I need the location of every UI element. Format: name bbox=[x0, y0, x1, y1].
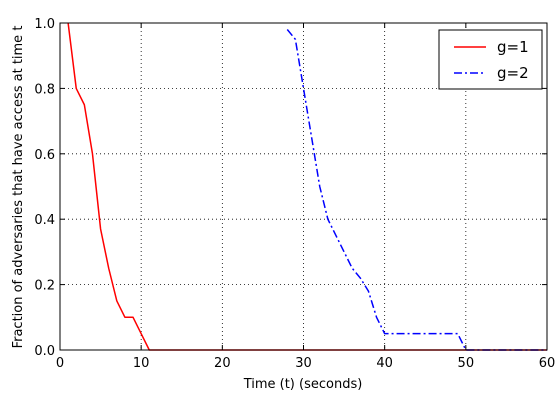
series-line-g2 bbox=[286, 29, 547, 351]
x-axis-label: Time (t) (seconds) bbox=[243, 377, 363, 392]
y-tick-label: 0.0 bbox=[34, 344, 55, 359]
y-tick-label: 0.4 bbox=[34, 213, 55, 228]
legend-box bbox=[438, 29, 543, 90]
x-tick-label: 20 bbox=[214, 356, 231, 371]
x-tick-label: 0 bbox=[56, 356, 64, 371]
y-tick-label: 0.2 bbox=[34, 279, 55, 294]
y-tick-label: 1.0 bbox=[34, 17, 55, 32]
x-tick-label: 10 bbox=[133, 356, 150, 371]
x-tick-label: 60 bbox=[539, 356, 556, 371]
y-tick-label: 0.6 bbox=[34, 148, 55, 163]
tick-labels-layer: 0 10 20 30 40 50 60 0.0 0.2 0.4 0.6 0.8 1.0 bbox=[34, 17, 555, 371]
legend-label-g1: g=1 bbox=[497, 38, 529, 56]
y-tick-label: 0.8 bbox=[34, 82, 55, 97]
y-axis-label: Fraction of adversaries that have access… bbox=[11, 26, 26, 349]
legend: g=1 g=2 bbox=[438, 29, 543, 90]
x-tick-label: 40 bbox=[376, 356, 393, 371]
legend-label-g2: g=2 bbox=[497, 64, 529, 82]
x-tick-label: 50 bbox=[458, 356, 475, 371]
ticks-layer bbox=[59, 22, 548, 351]
grid-layer bbox=[60, 23, 547, 350]
x-tick-label: 30 bbox=[295, 356, 312, 371]
